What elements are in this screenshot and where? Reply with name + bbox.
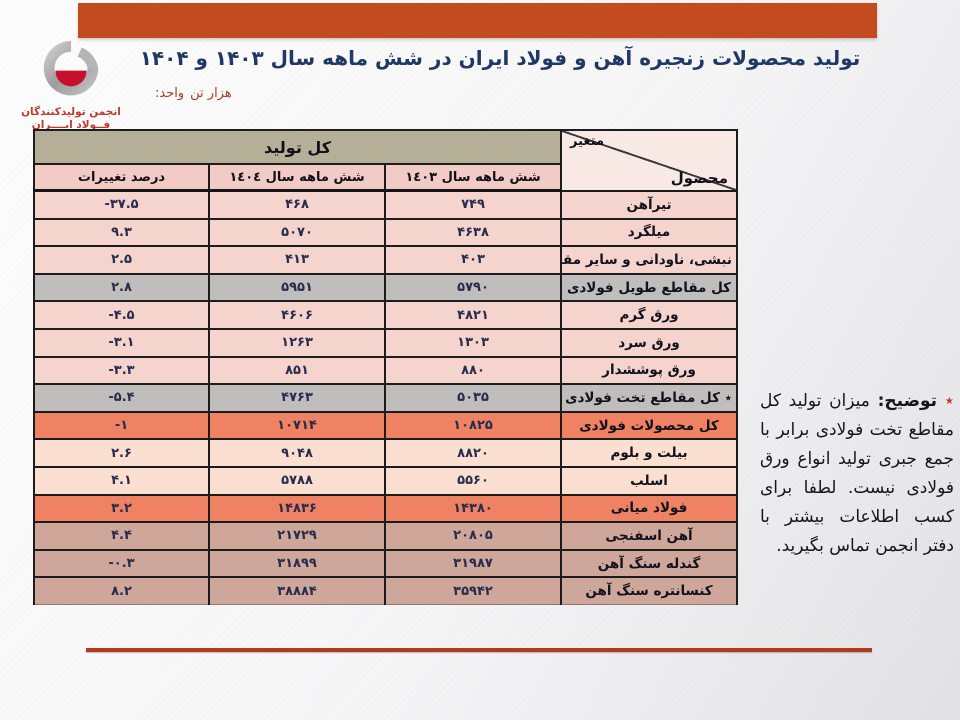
association-logo: انجمن تولیدکنندگان فــولاد ایــــران [14, 36, 128, 132]
page-title: تولید محصولات زنجیره آهن و فولاد ایران د… [139, 46, 861, 70]
corner-variable-label: متغیر [570, 134, 605, 149]
table-row: ٭ کل مقاطع تخت فولادی ۵۰۳۵ ۴۷۶۳ -۵.۴ [32, 383, 739, 413]
corner-header-cell: متغیر محصول [560, 129, 739, 192]
logo-text-line2: فــولاد ایــــران [31, 119, 111, 131]
table-row: گندله سنگ آهن ۳۱۹۸۷ ۳۱۸۹۹ -۰.۳ [32, 548, 739, 579]
change-cell: ۴.۴ [32, 521, 211, 551]
y1403-cell: ۴۰۳ [384, 245, 563, 275]
y1403-cell: ۴۶۳۸ [384, 217, 563, 248]
unit-caption: واحد: هزار تن [155, 86, 232, 101]
unit-value: هزار تن [190, 86, 232, 101]
y1403-cell: ۵۵۶۰ [384, 465, 563, 496]
y1403-cell: ۲۰۸۰۵ [384, 521, 563, 551]
change-cell: -۳.۱ [32, 327, 211, 358]
y1404-cell: ۴۶۰۶ [208, 300, 387, 330]
change-cell: -۵.۴ [32, 383, 211, 413]
table-row: تیرآهن ۷۴۹ ۴۶۸ -۳۷.۵ [32, 189, 739, 220]
product-cell: کنسانتره سنگ آهن [560, 576, 739, 605]
steel-association-logo-icon [43, 40, 99, 96]
change-cell: -۱ [32, 410, 211, 441]
bottom-rule [86, 648, 872, 652]
y1403-cell: ۳۵۹۴۲ [384, 576, 563, 605]
change-cell: ۲.۶ [32, 438, 211, 468]
y1404-cell: ۱۴۸۳۶ [208, 493, 387, 524]
product-cell: ورق پوششدار [560, 355, 739, 386]
y1404-cell: ۵۹۵۱ [208, 272, 387, 303]
footnote: ٭ توضیح: میزان تولید کل مقاطع تخت فولادی… [760, 387, 954, 561]
y1404-cell: ۳۱۸۹۹ [208, 548, 387, 579]
y1404-cell: ۱۰۷۱۴ [208, 410, 387, 441]
column-header-1404: شش ماهه سال ١٤٠٤ [208, 163, 387, 192]
logo-text-line1: انجمن تولیدکنندگان [21, 106, 121, 118]
table-row: بیلت و بلوم ۸۸۲۰ ۹۰۴۸ ۲.۶ [32, 438, 739, 468]
y1403-cell: ۳۱۹۸۷ [384, 548, 563, 579]
y1403-cell: ۱۳۰۳ [384, 327, 563, 358]
y1403-cell: ۵۰۳۵ [384, 383, 563, 413]
column-header-percent-change: درصد تغییرات [32, 163, 211, 192]
change-cell: ۲.۵ [32, 245, 211, 275]
change-cell: ۹.۳ [32, 217, 211, 248]
y1403-cell: ۸۸۰ [384, 355, 563, 386]
y1404-cell: ۳۸۸۸۴ [208, 576, 387, 605]
product-cell: ورق سرد [560, 327, 739, 358]
product-cell: نبشی، ناودانی و سایر مقاطع [560, 245, 739, 275]
change-cell: ۸.۲ [32, 576, 211, 605]
table-row: ورق سرد ۱۳۰۳ ۱۲۶۳ -۳.۱ [32, 327, 739, 358]
footnote-label: توضیح: [877, 391, 938, 411]
product-cell: اسلب [560, 465, 739, 496]
change-cell: ۳.۲ [32, 493, 211, 524]
production-table: متغیر محصول کل تولید شش ماهه سال ١٤٠٣ شش… [32, 129, 739, 605]
unit-label: واحد: [155, 86, 185, 101]
y1403-cell: ۴۸۲۱ [384, 300, 563, 330]
footnote-asterisk-icon: ٭ [944, 391, 955, 411]
total-production-header: کل تولید [32, 129, 563, 165]
top-banner [78, 3, 877, 38]
table-row: آهن اسفنجی ۲۰۸۰۵ ۲۱۷۲۹ ۴.۴ [32, 521, 739, 551]
y1403-cell: ۵۷۹۰ [384, 272, 563, 303]
change-cell: -۳.۳ [32, 355, 211, 386]
change-cell: -۴.۵ [32, 300, 211, 330]
product-cell: کل محصولات فولادی [560, 410, 739, 441]
y1404-cell: ۴۷۶۳ [208, 383, 387, 413]
y1404-cell: ۵۷۸۸ [208, 465, 387, 496]
product-cell: گندله سنگ آهن [560, 548, 739, 579]
change-cell: -۳۷.۵ [32, 189, 211, 220]
table-row: کل مقاطع طویل فولادی ۵۷۹۰ ۵۹۵۱ ۲.۸ [32, 272, 739, 303]
change-cell: ۴.۱ [32, 465, 211, 496]
corner-product-label: محصول [670, 168, 729, 187]
table-row: نبشی، ناودانی و سایر مقاطع ۴۰۳ ۴۱۳ ۲.۵ [32, 245, 739, 275]
y1404-cell: ۸۵۱ [208, 355, 387, 386]
footnote-text: میزان تولید کل مقاطع تخت فولادی برابر با… [760, 391, 954, 556]
product-cell: بیلت و بلوم [560, 438, 739, 468]
table-row: میلگرد ۴۶۳۸ ۵۰۷۰ ۹.۳ [32, 217, 739, 248]
y1404-cell: ۵۰۷۰ [208, 217, 387, 248]
change-cell: ۲.۸ [32, 272, 211, 303]
table-row: فولاد میانی ۱۴۳۸۰ ۱۴۸۳۶ ۳.۲ [32, 493, 739, 524]
table-body: تیرآهن ۷۴۹ ۴۶۸ -۳۷.۵ میلگرد ۴۶۳۸ ۵۰۷۰ ۹.… [32, 189, 739, 605]
table-row: ورق پوششدار ۸۸۰ ۸۵۱ -۳.۳ [32, 355, 739, 386]
change-cell: -۰.۳ [32, 548, 211, 579]
product-cell: آهن اسفنجی [560, 521, 739, 551]
product-cell: ورق گرم [560, 300, 739, 330]
product-cell: تیرآهن [560, 189, 739, 220]
y1403-cell: ۱۴۳۸۰ [384, 493, 563, 524]
product-cell: کل مقاطع طویل فولادی [560, 272, 739, 303]
product-cell: فولاد میانی [560, 493, 739, 524]
table-row: کل محصولات فولادی ۱۰۸۲۵ ۱۰۷۱۴ -۱ [32, 410, 739, 441]
product-cell: ٭ کل مقاطع تخت فولادی [560, 383, 739, 413]
table-row: اسلب ۵۵۶۰ ۵۷۸۸ ۴.۱ [32, 465, 739, 496]
column-header-1403: شش ماهه سال ١٤٠٣ [384, 163, 563, 192]
y1403-cell: ۱۰۸۲۵ [384, 410, 563, 441]
table-row: ورق گرم ۴۸۲۱ ۴۶۰۶ -۴.۵ [32, 300, 739, 330]
table-row: کنسانتره سنگ آهن ۳۵۹۴۲ ۳۸۸۸۴ ۸.۲ [32, 576, 739, 605]
y1404-cell: ۱۲۶۳ [208, 327, 387, 358]
y1403-cell: ۷۴۹ [384, 189, 563, 220]
y1404-cell: ۹۰۴۸ [208, 438, 387, 468]
y1404-cell: ۴۱۳ [208, 245, 387, 275]
y1403-cell: ۸۸۲۰ [384, 438, 563, 468]
y1404-cell: ۴۶۸ [208, 189, 387, 220]
y1404-cell: ۲۱۷۲۹ [208, 521, 387, 551]
product-cell: میلگرد [560, 217, 739, 248]
